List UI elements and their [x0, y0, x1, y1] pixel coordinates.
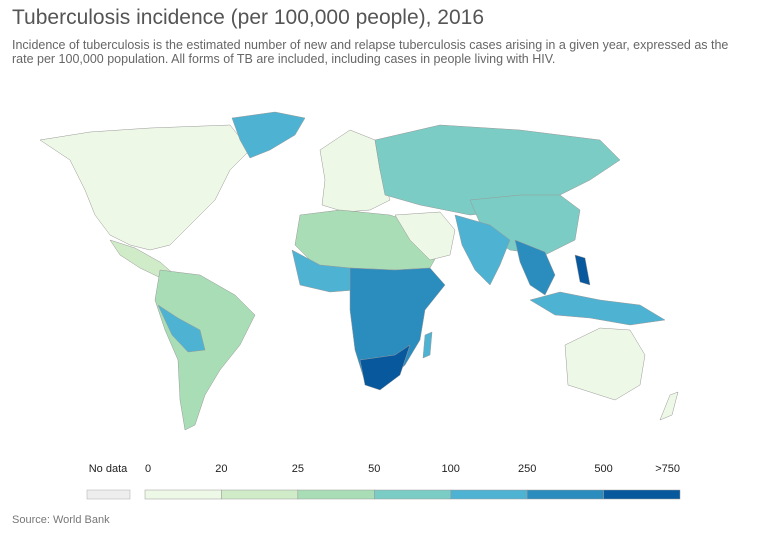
subtitle: Incidence of tuberculosis is the estimat… [12, 38, 729, 66]
legend-label: 500 [594, 463, 612, 475]
legend-label: 250 [518, 463, 536, 475]
europe [319, 129, 391, 213]
world-map [39, 111, 679, 431]
peru-bolivia [157, 304, 206, 353]
legend-label: >750 [655, 463, 680, 475]
legend-label: 25 [292, 463, 304, 475]
legend-swatch [86, 489, 131, 500]
legend-swatch [374, 489, 451, 500]
southern-africa [359, 344, 411, 391]
legend-swatch [526, 489, 604, 500]
indonesia [529, 291, 666, 326]
south-asia [454, 214, 511, 286]
philippines [574, 254, 591, 286]
legend-label: 20 [215, 463, 227, 475]
legend-swatch [221, 489, 299, 500]
legend-label: 50 [368, 463, 380, 475]
legend-label: 100 [442, 463, 460, 475]
legend-label: 0 [145, 463, 151, 475]
legend-swatch [144, 489, 222, 500]
central-south-africa [349, 267, 446, 386]
source: Source: World Bank [12, 514, 110, 526]
legend: No data 0 20 25 50 100 250 500 >750 [86, 463, 681, 500]
title: Tuberculosis incidence (per 100,000 peop… [12, 6, 485, 29]
legend-label: No data [89, 463, 128, 475]
middle-east [394, 211, 456, 261]
north-america [39, 124, 251, 251]
legend-swatch [297, 489, 375, 500]
new-zealand [659, 391, 679, 421]
legend-swatch [450, 489, 528, 500]
australia [564, 327, 646, 401]
southeast-asia [514, 239, 556, 296]
madagascar [422, 331, 433, 359]
legend-swatch [603, 489, 681, 500]
greenland [231, 111, 306, 159]
